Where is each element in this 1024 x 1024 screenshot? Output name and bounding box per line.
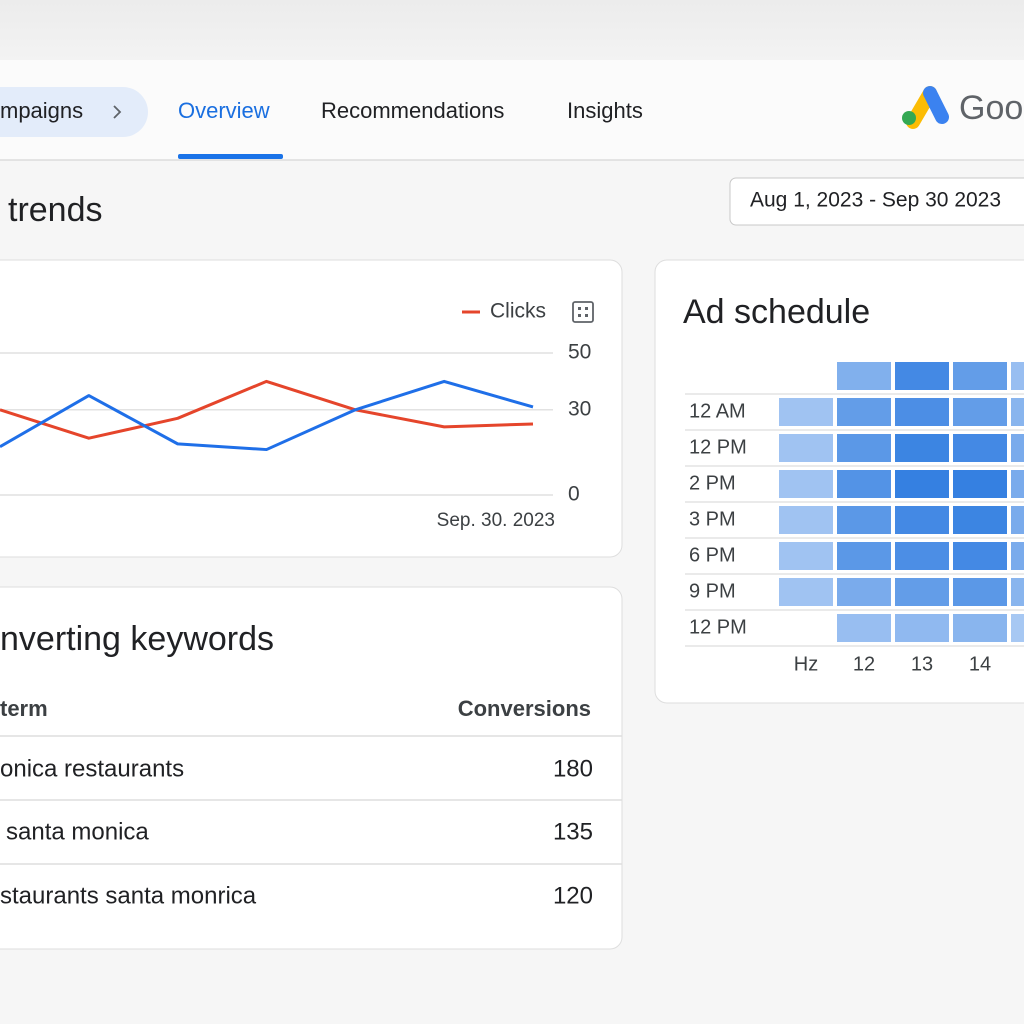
nav-tab[interactable]: mpaigns <box>0 98 83 123</box>
row-label: 2 PM <box>689 472 736 494</box>
heat-cell <box>953 542 1007 570</box>
heat-cell <box>895 434 949 462</box>
heat-cell <box>779 506 833 534</box>
heat-cell <box>895 362 949 390</box>
legend-label: Clicks <box>490 300 546 323</box>
chart-card <box>0 259 623 558</box>
heat-cell <box>837 542 891 570</box>
chevron <box>113 105 122 119</box>
keyword: santa monica <box>6 818 149 845</box>
heat-cell <box>779 398 833 426</box>
heat-cell <box>895 398 949 426</box>
nav-bar <box>0 60 1024 160</box>
ads-logo <box>902 86 949 129</box>
heat-cell <box>895 470 949 498</box>
heat-cell <box>779 434 833 462</box>
heat-cell <box>837 578 891 606</box>
heat-cell <box>953 470 1007 498</box>
top-band <box>0 0 1024 60</box>
row-label: 12 AM <box>689 400 746 422</box>
heat-cell <box>1011 362 1024 390</box>
date-picker[interactable] <box>729 177 1024 226</box>
page-title: trends <box>8 191 103 229</box>
heat-cell <box>953 506 1007 534</box>
y-tick-label: 50 <box>568 341 591 364</box>
card-title: Ad schedule <box>683 293 870 331</box>
heat-cell <box>1011 506 1024 534</box>
heat-cell <box>779 542 833 570</box>
column-label: 12 <box>853 653 875 675</box>
conversions: 180 <box>553 755 593 782</box>
heat-cell <box>779 470 833 498</box>
column-label: 13 <box>911 653 933 675</box>
keyword: staurants santa monrica <box>0 882 257 909</box>
keywords-card <box>0 586 623 950</box>
heat-cell <box>953 362 1007 390</box>
row-label: 12 PM <box>689 436 747 458</box>
card-title: nverting keywords <box>0 620 274 658</box>
series-line <box>0 379 534 440</box>
heat-cell <box>953 578 1007 606</box>
nav-tab[interactable]: Recommendations <box>321 98 504 123</box>
heat-cell <box>1011 542 1024 570</box>
heat-cell <box>837 470 891 498</box>
brand: Goo <box>959 89 1023 127</box>
campaigns-pill[interactable] <box>0 87 148 137</box>
heat-cell <box>1011 398 1024 426</box>
row-label: 3 PM <box>689 508 736 530</box>
date-range[interactable]: Aug 1, 2023 - Sep 30 2023 <box>750 189 1001 212</box>
heat-cell <box>837 362 891 390</box>
heat-cell <box>953 614 1007 642</box>
heat-cell <box>953 434 1007 462</box>
heat-cell <box>895 578 949 606</box>
nav-tab-active[interactable]: Overview <box>178 98 270 123</box>
y-tick-label: 30 <box>568 397 591 420</box>
conversions: 135 <box>553 818 593 845</box>
row-label: 9 PM <box>689 580 736 602</box>
nav-tab[interactable]: Insights <box>567 98 643 123</box>
column-label: Hz <box>794 653 818 675</box>
heat-cell <box>895 614 949 642</box>
heat-cell <box>895 542 949 570</box>
column-header: term <box>0 696 48 721</box>
heat-cell <box>779 578 833 606</box>
column-header: Conversions <box>458 696 591 721</box>
row-label: 6 PM <box>689 544 736 566</box>
heat-cell <box>837 398 891 426</box>
heat-cell <box>1011 434 1024 462</box>
heat-cell <box>837 506 891 534</box>
row-label: 12 PM <box>689 616 747 638</box>
chart-menu-icon[interactable] <box>572 301 594 323</box>
heat-cell <box>837 614 891 642</box>
tab-underline <box>178 154 283 159</box>
heat-cell <box>1011 614 1024 642</box>
heat-cell <box>1011 470 1024 498</box>
column-label: 14 <box>969 653 991 675</box>
x-axis-label: Sep. 30. 2023 <box>437 510 555 531</box>
conversions: 120 <box>553 882 593 909</box>
heat-cell <box>895 506 949 534</box>
keyword: onica restaurants <box>0 755 184 782</box>
heat-cell <box>837 434 891 462</box>
heat-cell <box>953 398 1007 426</box>
y-tick-label: 0 <box>568 483 580 506</box>
heat-cell <box>1011 578 1024 606</box>
series-line <box>0 379 534 452</box>
